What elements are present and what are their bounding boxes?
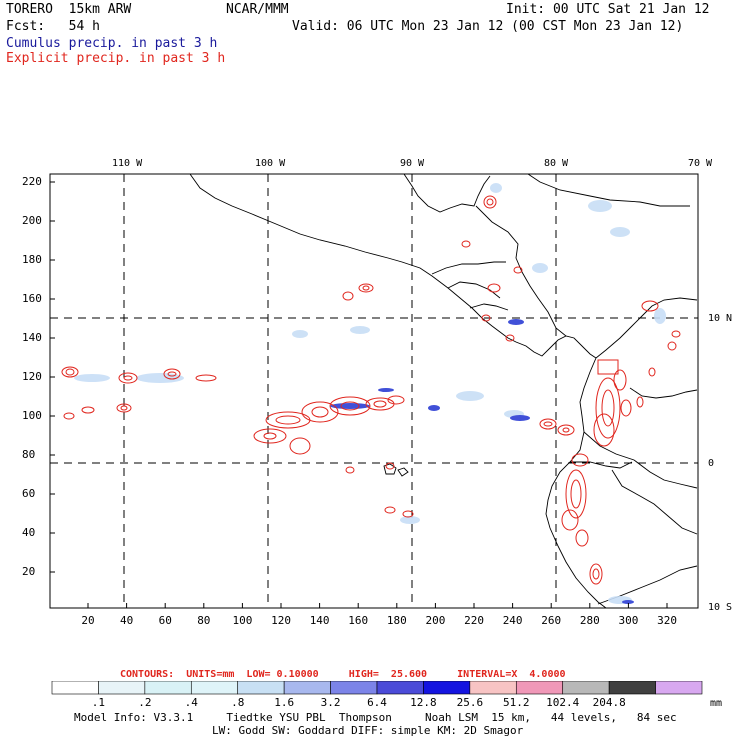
coastlines: [189, 173, 698, 609]
colorbar-label: .1: [91, 696, 106, 709]
colorbar-label: 12.8: [410, 696, 437, 709]
colorbar-swatch: [237, 681, 285, 695]
lon-label-90w: 90 W: [400, 158, 425, 169]
colorbar-swatch: [98, 681, 146, 695]
colorbar-swatch: [330, 681, 378, 695]
y-tick-label: 60: [22, 487, 36, 500]
colorbar-swatch: [562, 681, 610, 695]
colorbar-label: 25.6: [456, 696, 484, 709]
colorbar-label: .4: [184, 696, 198, 709]
lon-label-110w: 110 W: [112, 158, 143, 169]
y-tick-label: 140: [22, 331, 42, 344]
forecast-hour: Fcst: 54 h: [6, 19, 100, 34]
colorbar-label: 1.6: [274, 696, 295, 709]
x-tick-label: 160: [348, 614, 369, 627]
x-tick-label: 200: [425, 614, 446, 627]
x-tick-label: 320: [657, 614, 677, 627]
x-tick-label: 280: [579, 614, 600, 627]
colorbar: [51, 681, 703, 695]
y-tick-label: 160: [22, 292, 42, 305]
lon-label-100w: 100 W: [255, 158, 286, 169]
x-tick-label: 120: [271, 614, 291, 627]
cumulus-light: [74, 183, 666, 604]
init-time: Init: 00 UTC Sat 21 Jan 12: [506, 2, 710, 17]
colorbar-label: 6.4: [367, 696, 387, 709]
model-info-line1: Model Info: V3.3.1 Tiedtke YSU PBL Thomp…: [74, 711, 677, 724]
x-tick-label: 100: [232, 614, 253, 627]
x-tick-label: 80: [197, 614, 211, 627]
explicit-contours: [61, 195, 681, 585]
colorbar-swatch: [144, 681, 192, 695]
x-tick-label: 260: [541, 614, 562, 627]
x-tick-label: 140: [309, 614, 330, 627]
legend-cumulus: Cumulus precip. in past 3 h: [6, 36, 218, 51]
colorbar-swatch: [655, 681, 703, 695]
colorbar-swatch: [608, 681, 656, 695]
colorbar-swatch: [515, 681, 564, 695]
colorbar-label: .8: [231, 696, 245, 709]
colorbar-swatch: [190, 681, 239, 695]
y-tick-label: 200: [22, 214, 42, 227]
colorbar-label: .2: [138, 696, 152, 709]
y-tick-label: 20: [22, 565, 36, 578]
x-tick-label: 60: [158, 614, 172, 627]
colorbar-label: 102.4: [546, 696, 580, 709]
x-tick-label: 220: [464, 614, 484, 627]
colorbar-label: 3.2: [320, 696, 341, 709]
colorbar-swatch: [469, 681, 517, 695]
y-tick-label: 100: [22, 409, 42, 422]
y-tick-label: 40: [22, 526, 36, 539]
lat-label-10n: 10 N: [708, 313, 733, 324]
lon-label-80w: 80 W: [544, 158, 569, 169]
x-tick-label: 300: [618, 614, 639, 627]
colorbar-label: 51.2: [503, 696, 530, 709]
colorbar-swatch: [283, 681, 331, 695]
lat-lon-grid: [50, 174, 698, 608]
colorbar-unit: mm: [710, 698, 723, 709]
contours-info: CONTOURS: UNITS=mm LOW= 0.10000 HIGH= 25…: [120, 669, 566, 680]
x-tick-label: 20: [81, 614, 95, 627]
lat-label-0: 0: [708, 458, 715, 469]
y-tick-label: 220: [22, 175, 42, 188]
cumulus-heavy: [330, 319, 634, 604]
colorbar-label: 204.8: [592, 696, 626, 709]
model-title: TORERO 15km ARW: [6, 2, 132, 17]
lat-label-10s: 10 S: [708, 602, 733, 613]
axis-ticks: [50, 181, 668, 608]
lon-label-70w: 70 W: [688, 158, 713, 169]
center-label: NCAR/MMM: [226, 2, 289, 17]
colorbar-swatch: [51, 681, 99, 695]
legend-explicit: Explicit precip. in past 3 h: [6, 51, 226, 66]
model-info-line2: LW: Godd SW: Goddard DIFF: simple KM: 2D…: [212, 724, 524, 737]
y-tick-label: 180: [22, 253, 42, 266]
valid-time: Valid: 06 UTC Mon 23 Jan 12 (00 CST Mon …: [292, 19, 684, 34]
x-tick-label: 240: [502, 614, 523, 627]
colorbar-swatch: [376, 681, 424, 695]
colorbar-swatch: [423, 681, 471, 695]
x-tick-label: 180: [386, 614, 407, 627]
y-tick-label: 120: [22, 370, 42, 383]
y-tick-label: 80: [22, 448, 36, 461]
map-frame: [49, 173, 699, 609]
x-tick-label: 40: [120, 614, 134, 627]
